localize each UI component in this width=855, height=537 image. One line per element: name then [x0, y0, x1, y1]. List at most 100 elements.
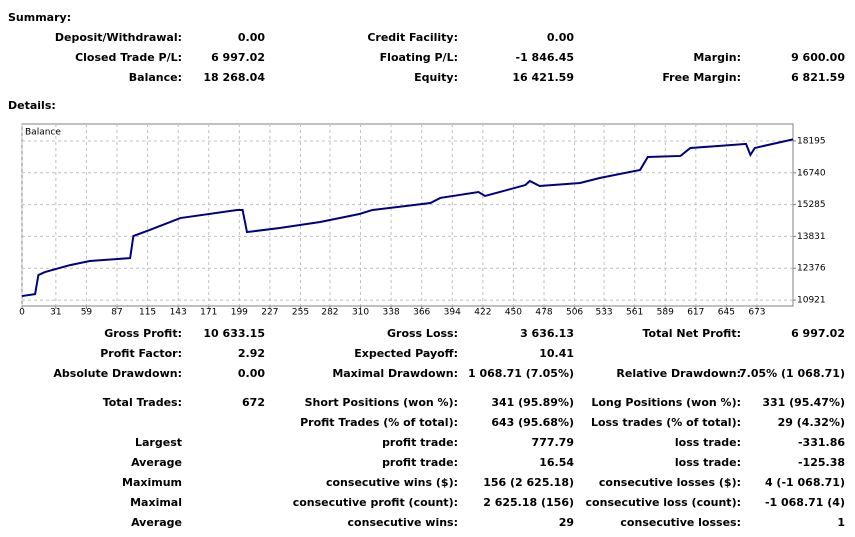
x-tick-label: 533 — [595, 308, 612, 318]
x-tick-label: 422 — [474, 308, 491, 318]
value: 6 821.59 — [791, 71, 845, 84]
x-tick-label: 199 — [231, 308, 248, 318]
value: 1 — [837, 516, 845, 529]
value: 156 (2 625.18) — [483, 476, 574, 489]
value: 777.79 — [532, 436, 574, 449]
y-tick-label: 15285 — [797, 200, 826, 210]
label: profit trade: — [382, 456, 458, 469]
series-name: Balance — [25, 128, 61, 138]
label: consecutive wins: — [348, 516, 458, 529]
value: -1 846.45 — [516, 51, 575, 64]
y-tick-label: 13831 — [797, 232, 826, 242]
x-tick-label: 506 — [566, 308, 583, 318]
value: 29 — [559, 516, 574, 529]
label: Maximal Drawdown: — [332, 367, 458, 380]
label: consecutive loss (count): — [586, 496, 741, 509]
x-tick-label: 171 — [200, 308, 217, 318]
label: Largest — [135, 436, 182, 449]
label: loss trade: — [675, 456, 741, 469]
label: Balance: — [129, 71, 182, 84]
label: Gross Profit: — [104, 327, 182, 340]
x-tick-label: 589 — [657, 308, 674, 318]
value: 2 625.18 (156) — [483, 496, 574, 509]
x-tick-label: 561 — [626, 308, 643, 318]
label: Long Positions (won %): — [591, 396, 741, 409]
label: Deposit/Withdrawal: — [55, 31, 182, 44]
value: 6 997.02 — [791, 327, 845, 340]
label: Absolute Drawdown: — [53, 367, 182, 380]
y-tick-label: 12376 — [797, 264, 826, 274]
value: 341 (95.89%) — [491, 396, 574, 409]
x-tick-label: 645 — [718, 308, 735, 318]
y-tick-label: 10921 — [797, 296, 826, 306]
x-tick-label: 87 — [111, 308, 122, 318]
value: -125.38 — [798, 456, 845, 469]
value: 18 268.04 — [203, 71, 265, 84]
value: 10 633.15 — [203, 327, 265, 340]
label: Floating P/L: — [380, 51, 458, 64]
x-tick-label: 227 — [261, 308, 278, 318]
value: 16.54 — [539, 456, 574, 469]
value: -1 068.71 (4) — [765, 496, 845, 509]
value: 1 068.71 (7.05%) — [468, 367, 574, 380]
label: Credit Facility: — [367, 31, 458, 44]
label: loss trade: — [675, 436, 741, 449]
label: Profit Factor: — [100, 347, 182, 360]
value: 0.00 — [238, 367, 265, 380]
x-tick-label: 143 — [170, 308, 187, 318]
label: Profit Trades (% of total): — [300, 416, 458, 429]
label: Loss trades (% of total): — [591, 416, 741, 429]
value: 0.00 — [238, 31, 265, 44]
x-tick-label: 255 — [292, 308, 309, 318]
x-tick-label: 478 — [535, 308, 552, 318]
value: 10.41 — [539, 347, 574, 360]
x-tick-label: 366 — [413, 308, 430, 318]
value: 331 (95.47%) — [762, 396, 845, 409]
y-tick-label: 16740 — [797, 168, 826, 178]
label: Average — [131, 516, 182, 529]
value: 0.00 — [547, 31, 574, 44]
x-tick-label: 673 — [748, 308, 765, 318]
label: consecutive losses ($): — [599, 476, 741, 489]
value: 29 (4.32%) — [778, 416, 845, 429]
x-tick-label: 31 — [50, 308, 61, 318]
value: 9 600.00 — [791, 51, 845, 64]
label: consecutive profit (count): — [293, 496, 458, 509]
chart-frame — [21, 123, 794, 307]
summary-title: Summary: — [8, 11, 71, 24]
label: Expected Payoff: — [354, 347, 458, 360]
x-tick-label: 282 — [321, 308, 338, 318]
x-tick-label: 0 — [19, 308, 25, 318]
value: 672 — [242, 396, 265, 409]
value: 643 (95.68%) — [491, 416, 574, 429]
label: Relative Drawdown: — [616, 367, 741, 380]
label: Average — [131, 456, 182, 469]
label: Total Net Profit: — [643, 327, 742, 340]
x-tick-label: 115 — [139, 308, 156, 318]
label: consecutive losses: — [620, 516, 741, 529]
x-tick-label: 394 — [444, 308, 461, 318]
value: 3 636.13 — [520, 327, 574, 340]
label: profit trade: — [382, 436, 458, 449]
balance-line — [21, 138, 794, 298]
value: 16 421.59 — [512, 71, 574, 84]
value: -331.86 — [798, 436, 845, 449]
value: 6 997.02 — [211, 51, 265, 64]
label: Closed Trade P/L: — [75, 51, 182, 64]
label: Short Positions (won %): — [305, 396, 458, 409]
x-tick-label: 338 — [383, 308, 400, 318]
label: Free Margin: — [662, 71, 741, 84]
label: Gross Loss: — [387, 327, 458, 340]
label: Maximal — [130, 496, 182, 509]
x-tick-label: 450 — [505, 308, 522, 318]
label: Equity: — [414, 71, 458, 84]
value: 4 (-1 068.71) — [765, 476, 845, 489]
y-tick-label: 18195 — [797, 136, 826, 146]
value: 7.05% (1 068.71) — [739, 367, 845, 380]
label: Maximum — [122, 476, 182, 489]
details-title: Details: — [8, 99, 56, 112]
value: 2.92 — [238, 347, 265, 360]
x-tick-label: 59 — [81, 308, 93, 318]
